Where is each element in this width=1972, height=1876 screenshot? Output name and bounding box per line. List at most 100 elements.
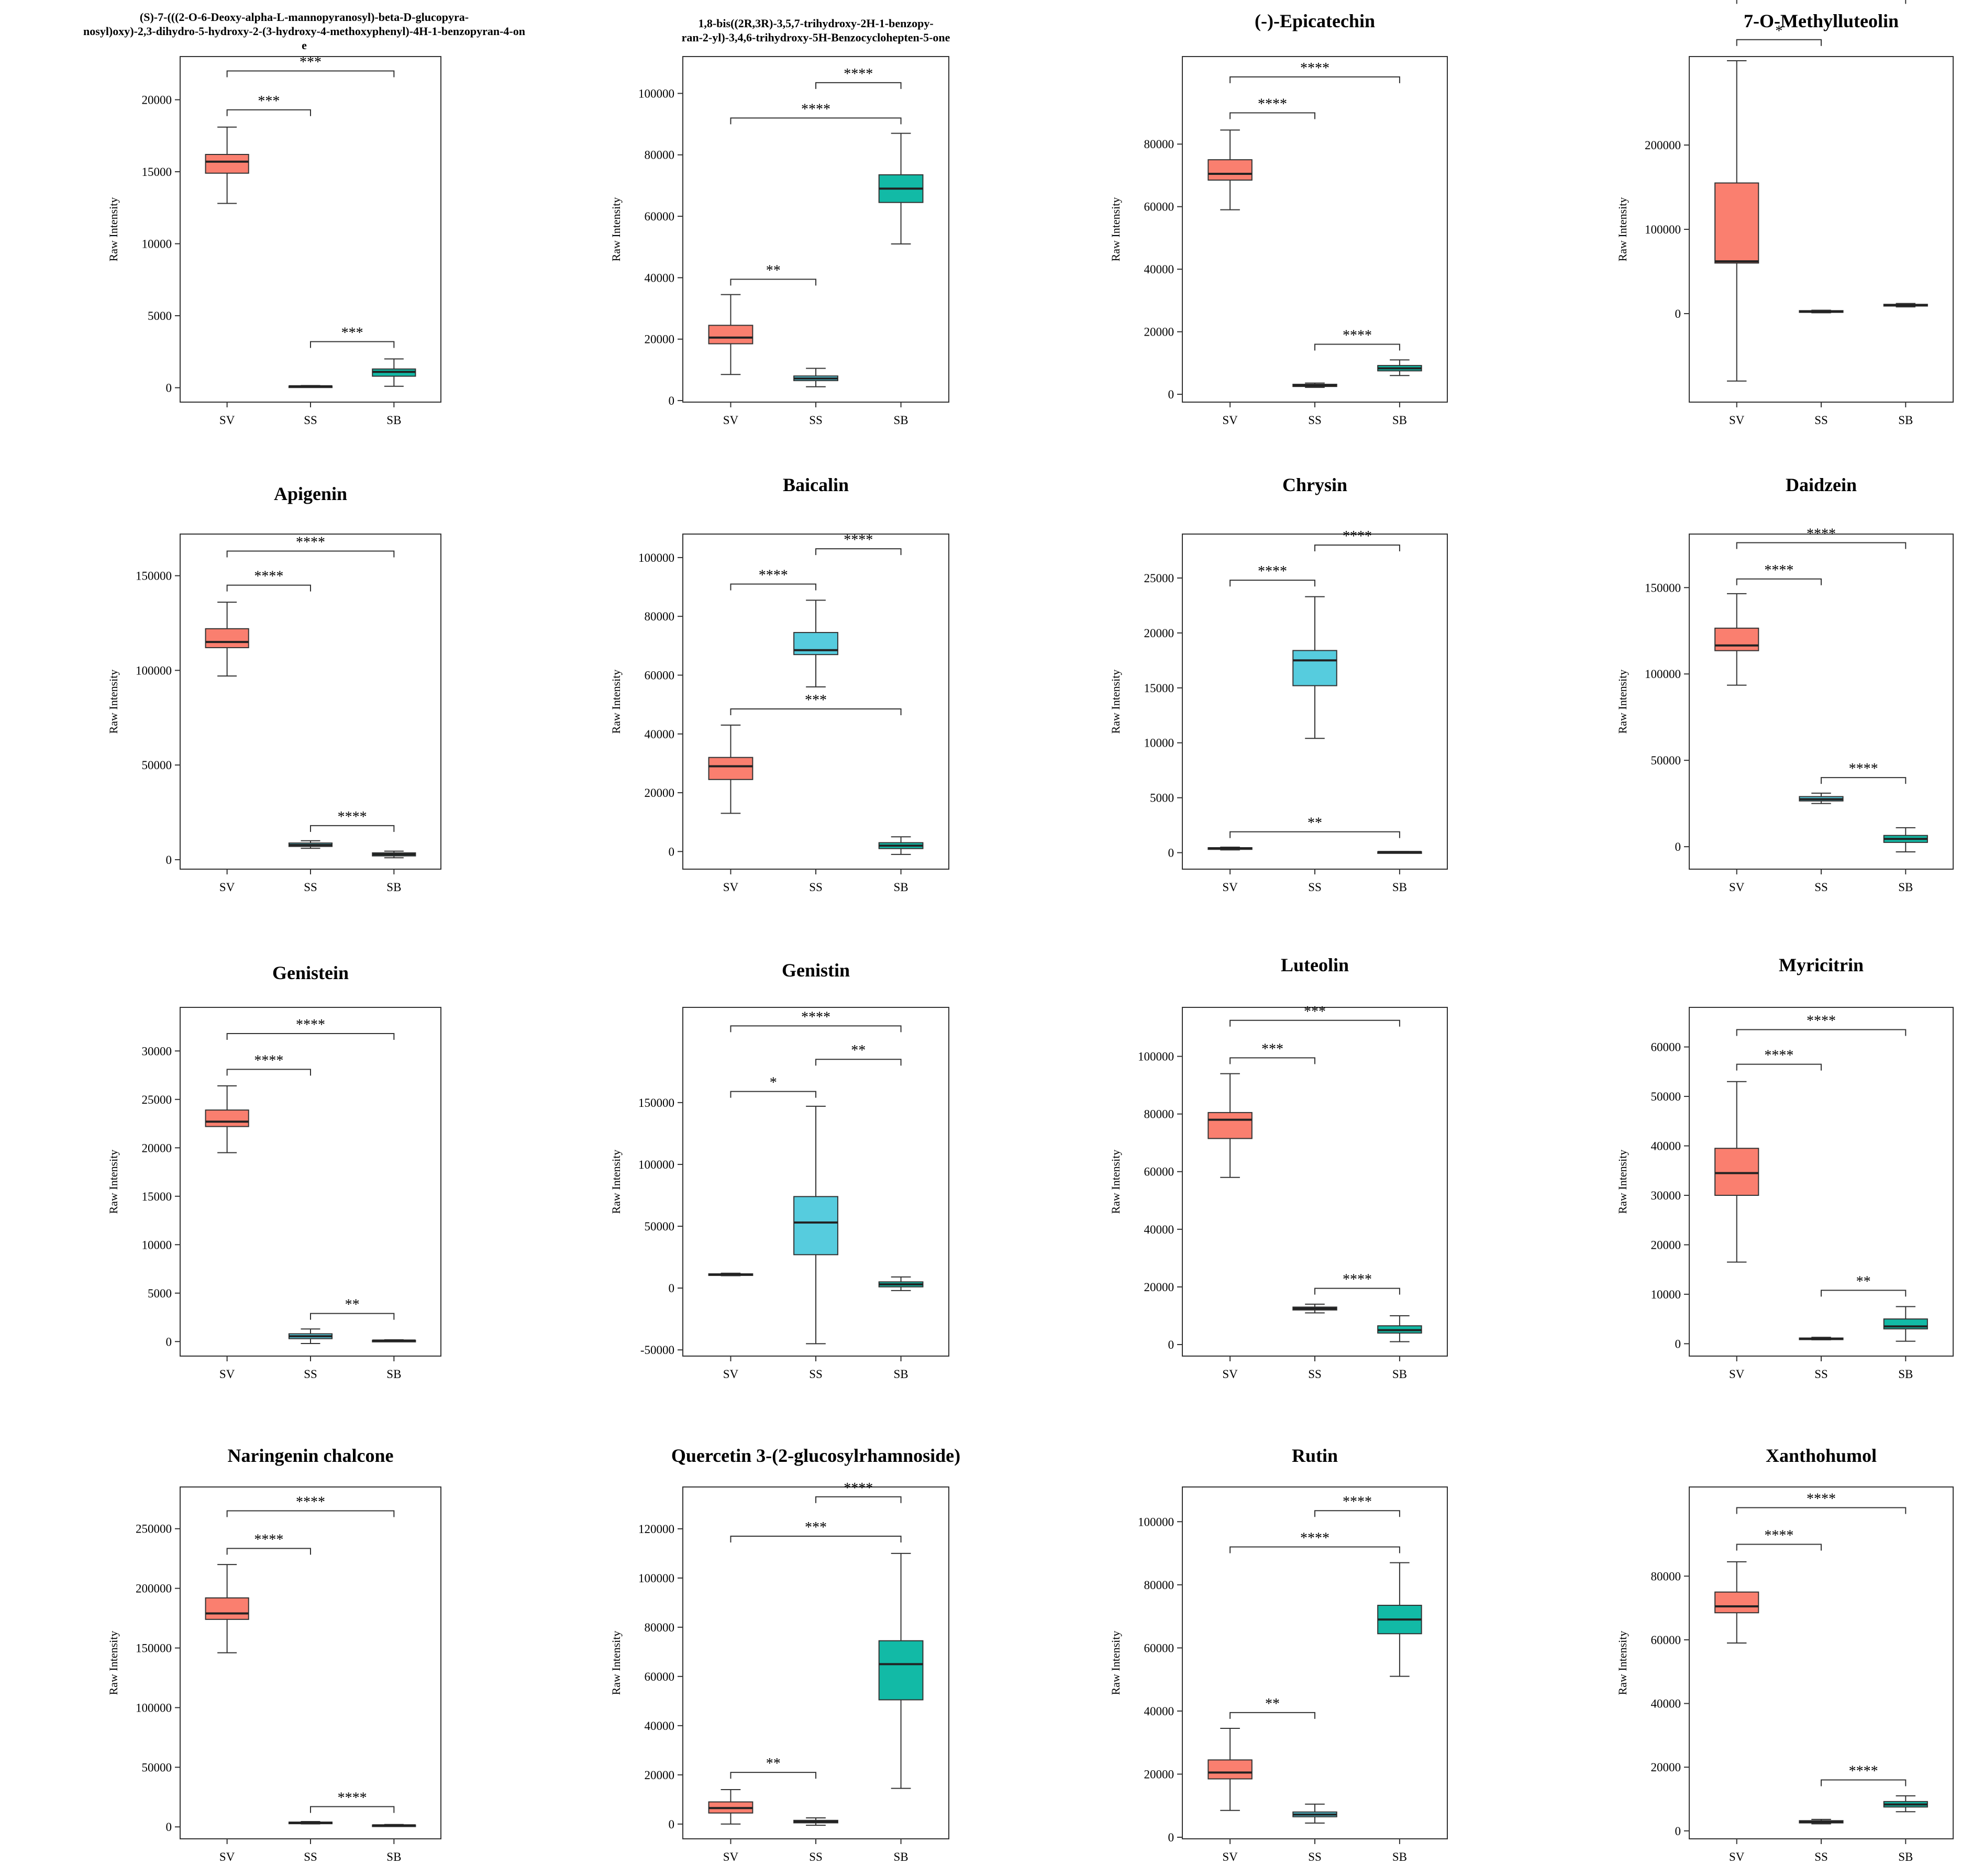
y-tick-label: 0 [166, 382, 172, 395]
significance-label: **** [254, 1052, 283, 1069]
bracket-line [1229, 580, 1315, 587]
significance-label: **** [1764, 1527, 1793, 1544]
significance-label: **** [844, 66, 873, 82]
chart-title: 7-O-Methylluteolin [1744, 10, 1899, 31]
box-SS [1292, 1803, 1337, 1824]
x-tick-label: SV [219, 1368, 235, 1381]
box-SB [372, 850, 416, 859]
significance-label: *** [341, 325, 363, 341]
bracket-line [815, 548, 902, 556]
significance-bracket: **** [1314, 328, 1400, 351]
x-tick-label: SS [1308, 1850, 1322, 1863]
x-tick-label: SB [1392, 881, 1407, 894]
y-tick-label: 0 [1168, 1338, 1175, 1351]
box-iqr [205, 1109, 249, 1127]
y-tick-label: 15000 [142, 1190, 172, 1203]
y-tick-label: 50000 [645, 1220, 675, 1233]
panel-16: Xanthohumol Raw Intensity 0 20000 40000 60000… [1616, 1445, 1954, 1863]
y-axis-label: Raw Intensity [107, 1631, 120, 1695]
x-tick-label: SB [1898, 414, 1913, 427]
x-tick-label: SB [386, 1368, 401, 1381]
x-tick-label: SS [1308, 414, 1322, 427]
significance-bracket: **** [226, 569, 311, 592]
chart-title: Genistein [272, 962, 349, 983]
x-tick-label: SB [893, 881, 908, 894]
significance-bracket: *** [1229, 1004, 1400, 1027]
box-iqr [708, 325, 754, 345]
y-tick-label: 50000 [142, 1761, 172, 1774]
bracket-line [310, 1806, 395, 1813]
significance-label: *** [258, 93, 280, 109]
y-tick-label: 10000 [1651, 1288, 1681, 1301]
chart-title: Naringenin chalcone [227, 1445, 393, 1466]
panel-11: Luteolin Raw Intensity 0 20000 40000 60000 800… [1109, 954, 1448, 1381]
y-tick-label: 80000 [645, 1621, 675, 1634]
y-tick-label: 20000 [142, 94, 172, 107]
significance-bracket: **** [1229, 96, 1315, 119]
y-axis-label: Raw Intensity [1616, 1150, 1629, 1214]
box-SV [205, 602, 249, 677]
x-tick-label: SV [1222, 1850, 1238, 1863]
y-tick-label: 25000 [142, 1093, 172, 1106]
significance-label: *** [805, 692, 827, 708]
x-tick-label: SB [1898, 1850, 1913, 1863]
significance-bracket: **** [226, 1017, 395, 1040]
panel-1: (S)-7-(((2-O-6-Deoxy-alpha-L-mannopyrano… [83, 10, 525, 427]
x-tick-label: SS [304, 881, 317, 894]
bracket-line [1229, 112, 1315, 119]
bracket-line [1314, 1287, 1400, 1295]
x-tick-label: SS [304, 1368, 317, 1381]
chart-title: Chrysin [1282, 474, 1347, 495]
significance-bracket: * [1736, 23, 1822, 46]
chart-title: Quercetin 3-(2-glucosylrhamnoside) [671, 1445, 960, 1466]
y-tick-label: 60000 [645, 210, 675, 223]
bracket-line [730, 1535, 902, 1542]
y-tick-label: 150000 [136, 570, 172, 583]
significance-bracket: **** [310, 1790, 395, 1813]
significance-label: **** [1764, 562, 1793, 579]
significance-bracket: *** [730, 692, 902, 716]
significance-bracket: ** [730, 262, 816, 286]
chart-title: Apigenin [274, 483, 347, 504]
x-tick-label: SS [809, 881, 823, 894]
box-iqr [708, 757, 754, 780]
y-tick-label: 0 [166, 1821, 172, 1834]
significance-bracket: ** [730, 1756, 816, 1779]
y-axis-label: Raw Intensity [610, 197, 623, 262]
significance-label: **** [844, 532, 873, 548]
bracket-line [1736, 0, 1907, 4]
significance-label: **** [1807, 526, 1836, 542]
box-iqr [793, 1196, 838, 1256]
y-tick-label: 20000 [645, 333, 675, 346]
plot-frame [180, 1486, 441, 1839]
y-tick-label: 5000 [148, 309, 172, 323]
significance-bracket: * [730, 1075, 816, 1098]
significance-bracket: **** [226, 1052, 311, 1076]
bracket-line [226, 70, 395, 77]
significance-bracket: **** [226, 1494, 395, 1517]
chart-title: Myricitrin [1779, 954, 1864, 975]
significance-bracket: **** [730, 567, 816, 591]
significance-bracket: **** [1314, 1272, 1400, 1295]
y-tick-label: 50000 [1651, 1090, 1681, 1103]
significance-bracket: **** [226, 535, 395, 558]
chart-title: (-)-Epicatechin [1255, 10, 1375, 31]
x-tick-label: SS [809, 1368, 823, 1381]
box-SV [1207, 129, 1253, 210]
box-SB [1883, 1795, 1928, 1813]
significance-bracket: **** [1736, 562, 1822, 585]
significance-bracket: **** [730, 1009, 902, 1033]
y-tick-label: 200000 [1645, 139, 1681, 152]
plot-frame [180, 56, 441, 403]
significance-label: **** [1807, 1491, 1836, 1507]
significance-label: **** [338, 1790, 367, 1806]
x-tick-label: SS [1308, 1368, 1322, 1381]
x-tick-label: SB [386, 881, 401, 894]
panel-10: Genistin Raw Intensity -50000 0 50000 100000 1… [610, 960, 949, 1381]
box-SV [1207, 1728, 1253, 1811]
y-tick-label: 40000 [1651, 1140, 1681, 1153]
significance-label: * [770, 1075, 777, 1091]
box-SS [1799, 792, 1844, 804]
y-tick-label: 40000 [645, 1719, 675, 1733]
box-SB [1883, 827, 1928, 853]
